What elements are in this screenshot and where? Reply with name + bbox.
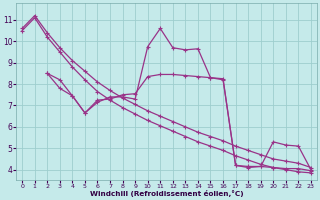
- X-axis label: Windchill (Refroidissement éolien,°C): Windchill (Refroidissement éolien,°C): [90, 190, 244, 197]
